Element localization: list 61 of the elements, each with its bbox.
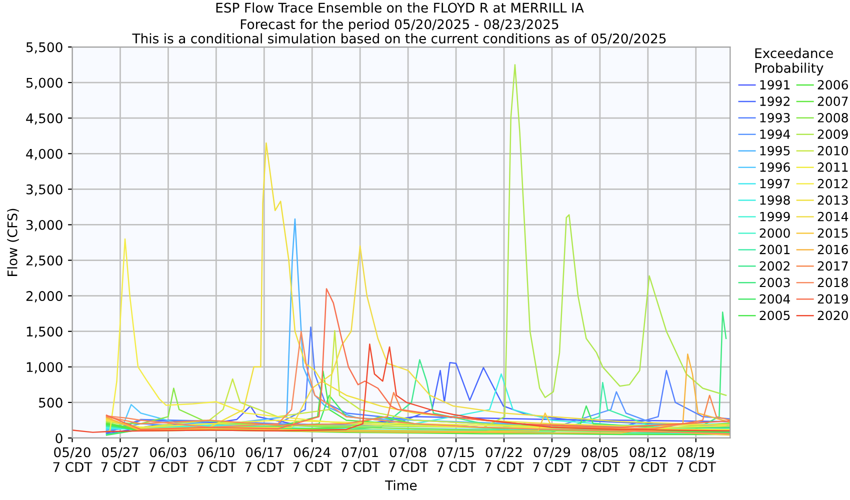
legend-label: 2007: [818, 96, 848, 106]
legend-label: 1999: [760, 212, 790, 222]
legend-label: 1998: [760, 195, 790, 205]
chart-subtitle: Forecast for the period 05/20/2025 - 08/23/2025 This is a conditional simulation based on the current conditions as of 05/20/2025: [132, 19, 666, 45]
legend-label: 2018: [818, 278, 848, 288]
x-tick-label: 05/27 7 CDT: [101, 447, 140, 472]
legend-label: 2009: [818, 129, 848, 139]
legend-label: 2006: [818, 80, 848, 90]
legend-title: Exceedance Probability: [755, 48, 833, 76]
x-tick-label: 07/15 7 CDT: [437, 447, 476, 472]
y-tick-label: 4,000: [26, 148, 62, 160]
legend-label: 1991: [760, 80, 790, 90]
x-tick-label: 06/10 7 CDT: [197, 447, 236, 472]
x-tick-label: 07/08 7 CDT: [389, 447, 428, 472]
y-tick-label: 2,500: [26, 255, 62, 267]
y-tick-label: 3,000: [26, 220, 62, 232]
y-tick-label: 5,000: [26, 78, 62, 90]
x-tick-label: 07/29 7 CDT: [533, 447, 572, 472]
legend-label: 1992: [760, 96, 790, 106]
legend-label: 1996: [760, 162, 790, 172]
x-tick-label: 07/01 7 CDT: [341, 447, 380, 472]
legend-label: 2004: [760, 294, 790, 304]
legend-label: 2014: [818, 212, 848, 222]
y-tick-label: 3,500: [26, 184, 62, 196]
legend-label: 2003: [760, 278, 790, 288]
x-tick-label: 05/20 7 CDT: [53, 447, 92, 472]
legend-label: 2017: [818, 261, 848, 271]
legend-label: 1993: [760, 113, 790, 122]
x-tick-label: 06/17 7 CDT: [245, 447, 284, 472]
y-tick-label: 4,500: [26, 113, 62, 125]
legend-label: 2013: [818, 195, 848, 205]
legend-label: 2008: [818, 113, 848, 122]
legend-label: 2016: [818, 244, 848, 254]
legend-label: 2001: [760, 244, 790, 254]
x-tick-label: 07/22 7 CDT: [485, 447, 524, 472]
y-tick-label: 1,000: [26, 362, 62, 374]
x-tick-label: 06/24 7 CDT: [293, 447, 332, 472]
y-tick-label: 500: [39, 398, 62, 408]
legend-label: 1994: [760, 129, 790, 139]
legend-label: 2005: [760, 310, 790, 320]
chart-title: ESP Flow Trace Ensemble on the FLOYD R at MERRILL IA: [216, 2, 584, 13]
y-tick-label: 0: [56, 433, 62, 444]
legend-label: 2012: [818, 178, 848, 188]
x-tick-label: 08/05 7 CDT: [581, 447, 620, 472]
legend-label: 2019: [818, 294, 848, 304]
y-tick-label: 1,500: [26, 326, 62, 338]
y-tick-label: 5,500: [26, 42, 62, 54]
legend-label: 2020: [818, 310, 848, 320]
legend-label: 2010: [818, 146, 848, 156]
y-axis-title: Flow (CFS): [7, 208, 19, 276]
legend-label: 1995: [760, 146, 790, 156]
y-tick-label: 2,000: [26, 291, 62, 302]
x-tick-label: 08/12 7 CDT: [628, 447, 668, 472]
legend-label: 2002: [760, 261, 790, 271]
x-tick-label: 06/03 7 CDT: [149, 447, 188, 472]
legend-label: 2015: [818, 228, 848, 238]
legend-label: 2000: [760, 228, 790, 238]
x-axis-title: Time: [385, 480, 417, 490]
legend-label: 2011: [818, 162, 848, 172]
legend-label: 1997: [760, 178, 790, 188]
x-tick-label: 08/19 7 CDT: [676, 447, 716, 472]
